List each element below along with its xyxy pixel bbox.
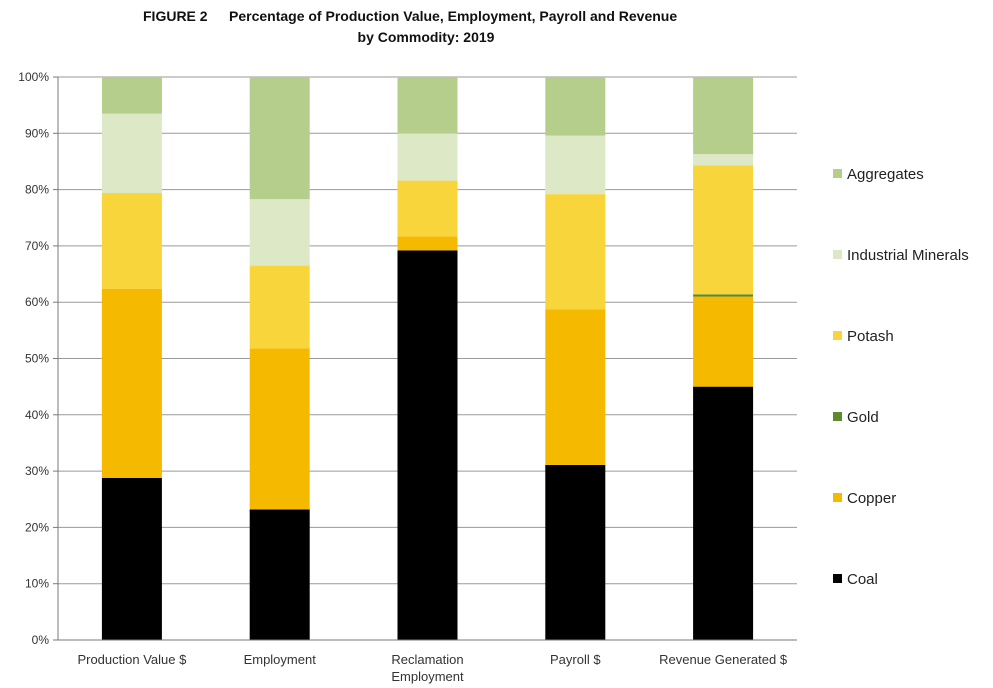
y-tick-label: 60% [25, 295, 49, 309]
x-tick-label: Production Value $ [77, 652, 187, 667]
bar-segment-copper [693, 296, 754, 387]
x-tick-label: Payroll $ [550, 652, 601, 667]
bar-segment-copper [249, 348, 310, 510]
y-tick-label: 20% [25, 520, 49, 534]
y-tick-label: 30% [25, 464, 49, 478]
x-axis: Production Value $ Employment Reclamation E… [57, 77, 797, 684]
bar-segment-coal [693, 386, 754, 640]
y-tick-label: 100% [18, 70, 49, 84]
bar-segment-industrial-minerals [249, 199, 310, 266]
bar-segment-aggregates [249, 77, 310, 200]
bar-segment-coal [397, 250, 458, 641]
bar-segment-aggregates [101, 77, 162, 114]
x-tick-label: Employment [244, 652, 317, 667]
bar-segment-industrial-minerals [545, 135, 606, 195]
y-tick-label: 0% [32, 633, 50, 647]
legend-swatch [833, 574, 842, 583]
bar-segment-potash [397, 180, 458, 237]
bar-segment-potash [249, 265, 310, 349]
bar-segment-aggregates [693, 77, 754, 155]
legend-swatch [833, 331, 842, 340]
y-tick-label: 90% [25, 126, 49, 140]
legend-swatch [833, 169, 842, 178]
bar-segment-coal [249, 509, 310, 640]
legend-label: Industrial Minerals [847, 247, 969, 264]
bar-segment-potash [101, 192, 162, 289]
x-tick-label: Employment [391, 669, 464, 684]
bar-segment-coal [101, 477, 162, 640]
legend: Aggregates Industrial Minerals Potash Gold C… [833, 166, 969, 588]
bar-segment-aggregates [397, 77, 458, 134]
legend-swatch [833, 250, 842, 259]
bar-segment-copper [545, 309, 606, 465]
bar-segment-gold [693, 294, 754, 297]
bar-segment-potash [545, 194, 606, 310]
y-tick-label: 10% [25, 577, 49, 591]
legend-label: Copper [847, 490, 896, 507]
y-tick-label: 70% [25, 239, 49, 253]
y-tick-label: 40% [25, 408, 49, 422]
legend-label: Coal [847, 571, 878, 588]
bar-segment-industrial-minerals [693, 154, 754, 166]
chart-subtitle: by Commodity: 2019 [358, 29, 495, 45]
bar-segment-industrial-minerals [101, 113, 162, 193]
x-tick-label: Reclamation [391, 652, 463, 667]
legend-swatch [833, 493, 842, 502]
bars [101, 77, 754, 641]
bar-segment-copper [397, 236, 458, 251]
bar-segment-industrial-minerals [397, 133, 458, 181]
y-tick-label: 80% [25, 183, 49, 197]
title-prefix: FIGURE 2 [143, 8, 208, 24]
legend-swatch [833, 412, 842, 421]
legend-label: Gold [847, 409, 879, 426]
x-tick-label: Revenue Generated $ [659, 652, 788, 667]
bar-segment-aggregates [545, 77, 606, 136]
chart-title: FIGURE 2 Percentage of Production Value,… [143, 8, 677, 45]
y-axis-ticks: 0% 10% 20% 30% 40% 50% 60% 70% 80% 90% 100% [18, 70, 49, 647]
legend-label: Aggregates [847, 166, 924, 183]
y-tick-label: 50% [25, 352, 49, 366]
legend-label: Potash [847, 328, 894, 345]
bar-segment-coal [545, 464, 606, 640]
bar-segment-copper [101, 288, 162, 478]
bar-segment-potash [693, 165, 754, 295]
title-main: Percentage of Production Value, Employme… [229, 8, 677, 24]
